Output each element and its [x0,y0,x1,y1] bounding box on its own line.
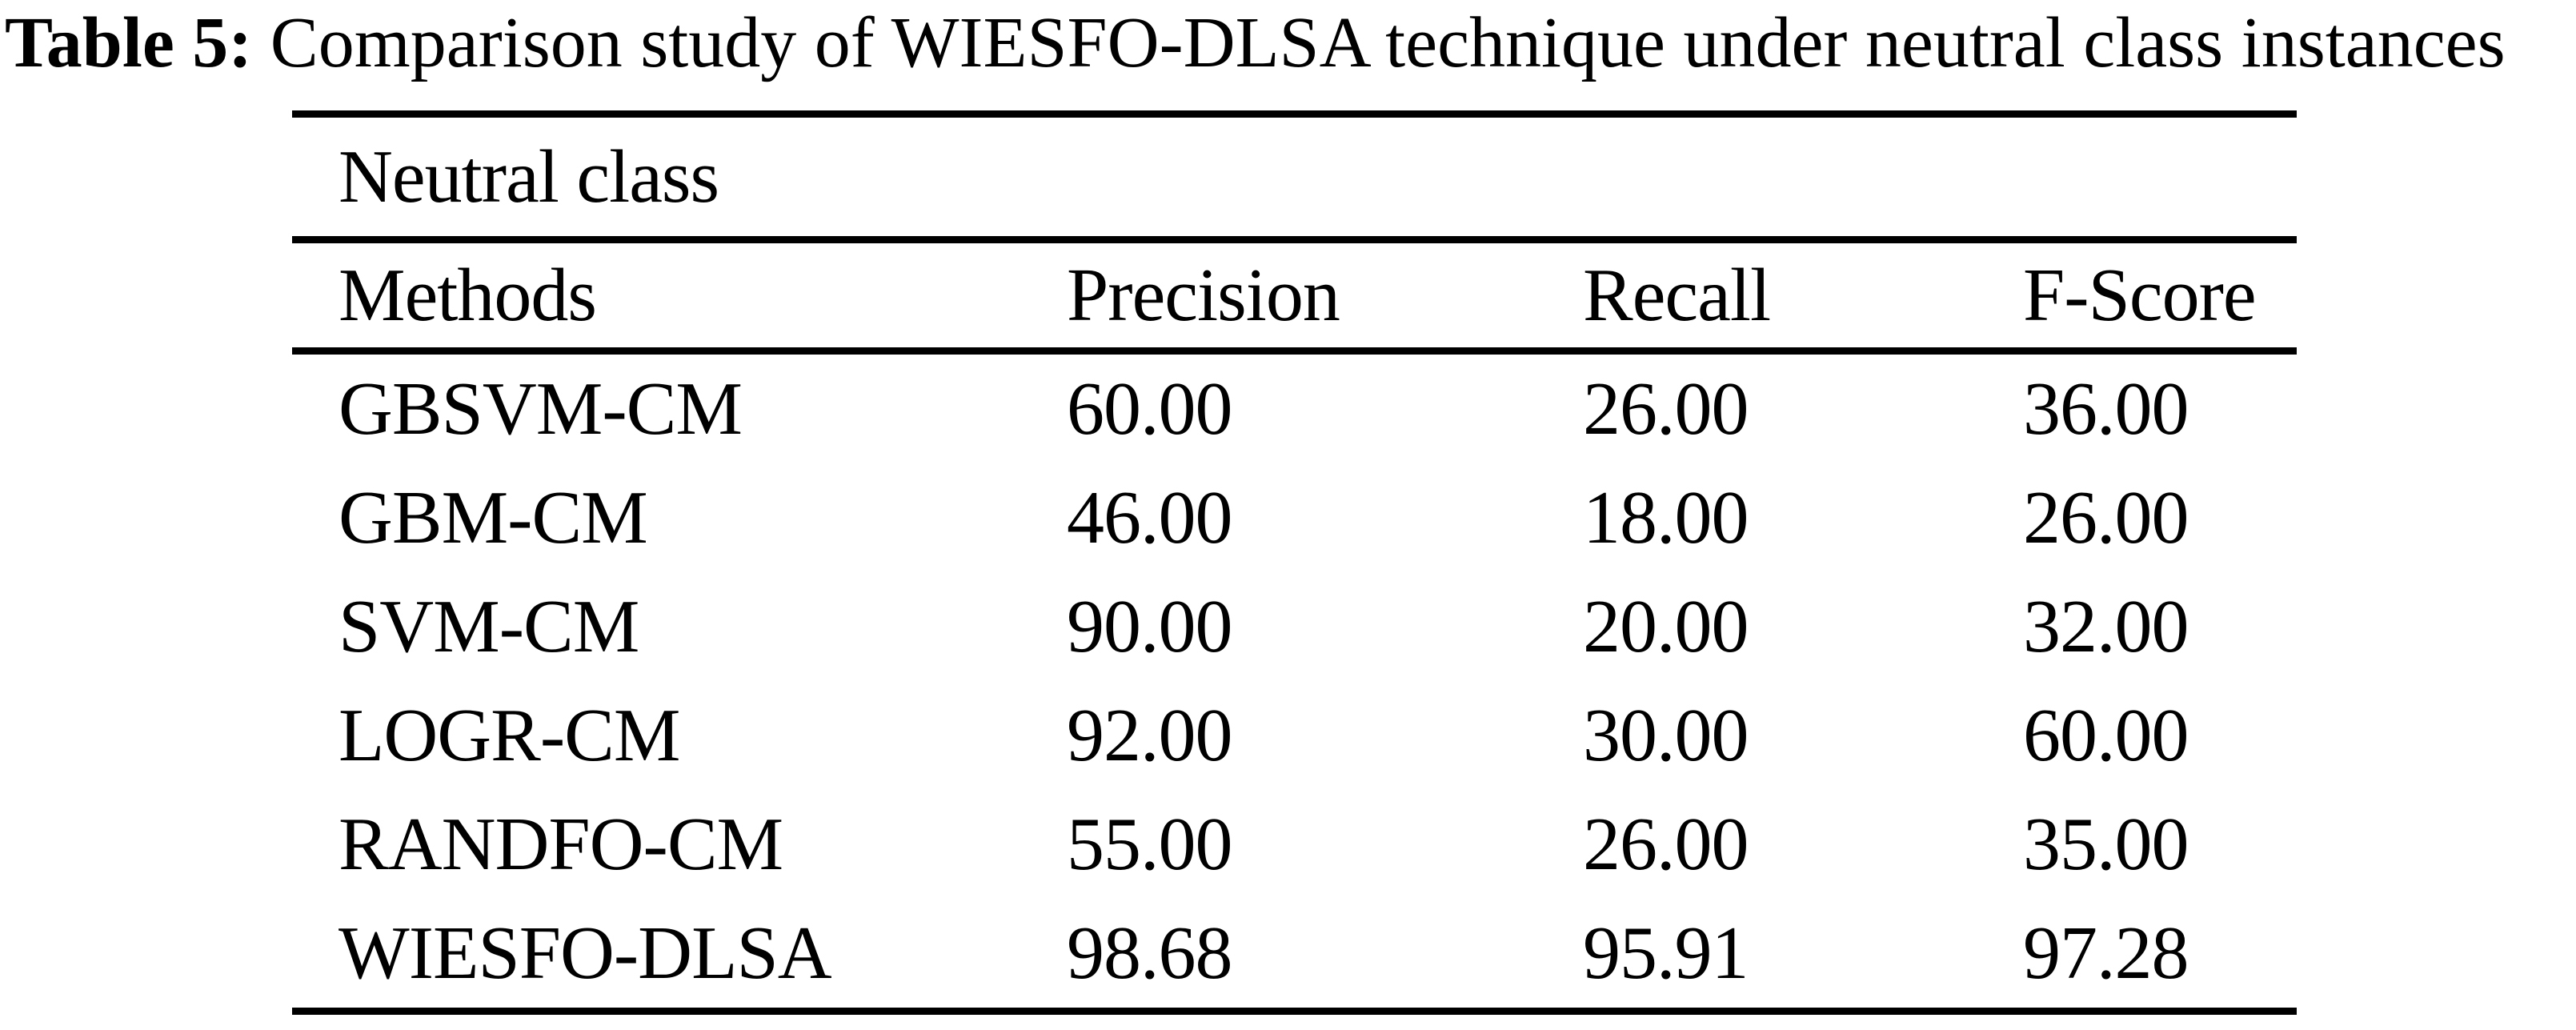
table-row: LOGR-CM 92.00 30.00 60.00 [292,681,2297,790]
table-caption-label: Table 5: [5,3,253,82]
cell-fscore: 60.00 [2023,694,2189,777]
cell-method: GBSVM-CM [339,367,743,451]
table-row: GBSVM-CM 60.00 26.00 36.00 [292,355,2297,463]
column-header-methods: Methods [339,254,597,337]
table-rule-bottom [292,1008,2297,1015]
cell-recall: 26.00 [1583,803,1749,886]
cell-precision: 60.00 [1067,367,1233,451]
cell-method: WIESFO-DLSA [339,912,832,995]
table-caption: Table 5: Comparison study of WIESFO-DLSA… [5,2,2506,85]
results-table: Neutral class Methods Precision Recall F… [292,110,2297,1015]
column-header-precision: Precision [1067,254,1340,337]
cell-fscore: 35.00 [2023,803,2189,886]
cell-recall: 18.00 [1583,476,1749,559]
table-rule-after-header [292,347,2297,355]
table-rule-after-group [292,236,2297,243]
cell-recall: 95.91 [1583,912,1749,995]
cell-precision: 92.00 [1067,694,1233,777]
cell-precision: 90.00 [1067,585,1233,668]
cell-recall: 30.00 [1583,694,1749,777]
table-row: RANDFO-CM 55.00 26.00 35.00 [292,790,2297,899]
table-rule-top [292,110,2297,118]
cell-fscore: 97.28 [2023,912,2189,995]
cell-method: RANDFO-CM [339,803,783,886]
cell-method: SVM-CM [339,585,639,668]
cell-recall: 26.00 [1583,367,1749,451]
cell-recall: 20.00 [1583,585,1749,668]
group-header-neutral-class: Neutral class [339,135,719,218]
cell-method: LOGR-CM [339,694,680,777]
column-header-fscore: F-Score [2023,254,2257,337]
table-caption-text: Comparison study of WIESFO-DLSA techniqu… [270,3,2506,82]
table-group-header-row: Neutral class [292,118,2297,236]
table-row: SVM-CM 90.00 20.00 32.00 [292,572,2297,681]
cell-method: GBM-CM [339,476,648,559]
table-row: WIESFO-DLSA 98.68 95.91 97.28 [292,899,2297,1008]
cell-fscore: 36.00 [2023,367,2189,451]
cell-fscore: 32.00 [2023,585,2189,668]
cell-precision: 55.00 [1067,803,1233,886]
column-header-recall: Recall [1583,254,1771,337]
cell-precision: 98.68 [1067,912,1233,995]
cell-fscore: 26.00 [2023,476,2189,559]
table-row: GBM-CM 46.00 18.00 26.00 [292,463,2297,572]
cell-precision: 46.00 [1067,476,1233,559]
table-header-row: Methods Precision Recall F-Score [292,243,2297,347]
